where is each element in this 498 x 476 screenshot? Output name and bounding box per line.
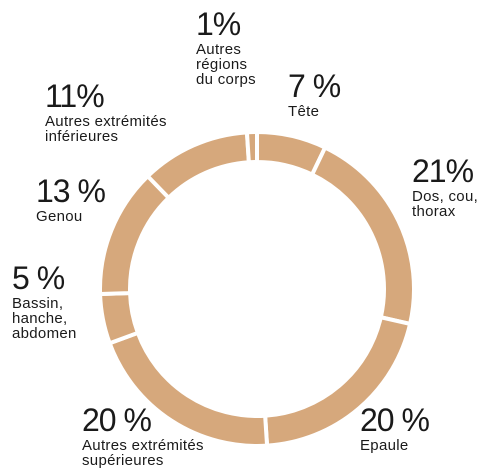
value-label: 21% [412, 153, 474, 189]
slice-label: 11% Autres extrémités inférieures [45, 80, 167, 144]
donut-slice [98, 291, 141, 346]
category-label: Dos, cou, thorax [412, 188, 479, 220]
value-label: 5 % [12, 260, 65, 296]
slice-label: 20 % Autres extrémités supérieures [82, 404, 204, 468]
slice-label: 5 % Bassin, hanche, abdomen [12, 262, 77, 341]
slice-label: 20 % Epaule [360, 402, 430, 454]
value-label: 20 % [360, 402, 430, 438]
value-label: 13 % [36, 173, 106, 209]
category-label: Autres extrémités supérieures [82, 437, 204, 469]
donut-slice [309, 144, 416, 327]
category-label: Tête [288, 103, 320, 120]
value-label: 20 % [82, 402, 152, 438]
donut-slice [98, 173, 172, 297]
slice-label: 13 % Genou [36, 173, 106, 225]
slice-label: 7 % Tête [288, 68, 341, 120]
donut-slice [244, 129, 259, 165]
value-label: 11% [45, 78, 105, 114]
category-label: Epaule [360, 437, 409, 454]
category-label: Autres régions du corps [196, 41, 256, 88]
value-label: 1% [196, 6, 241, 42]
slice-label: 1% Autres régions du corps [196, 8, 256, 87]
category-label: Bassin, hanche, abdomen [12, 295, 77, 342]
slice-label: 21% Dos, cou, thorax [412, 155, 478, 219]
category-label: Genou [36, 208, 83, 225]
category-label: Autres extrémités inférieures [45, 113, 167, 145]
value-label: 7 % [288, 68, 341, 104]
